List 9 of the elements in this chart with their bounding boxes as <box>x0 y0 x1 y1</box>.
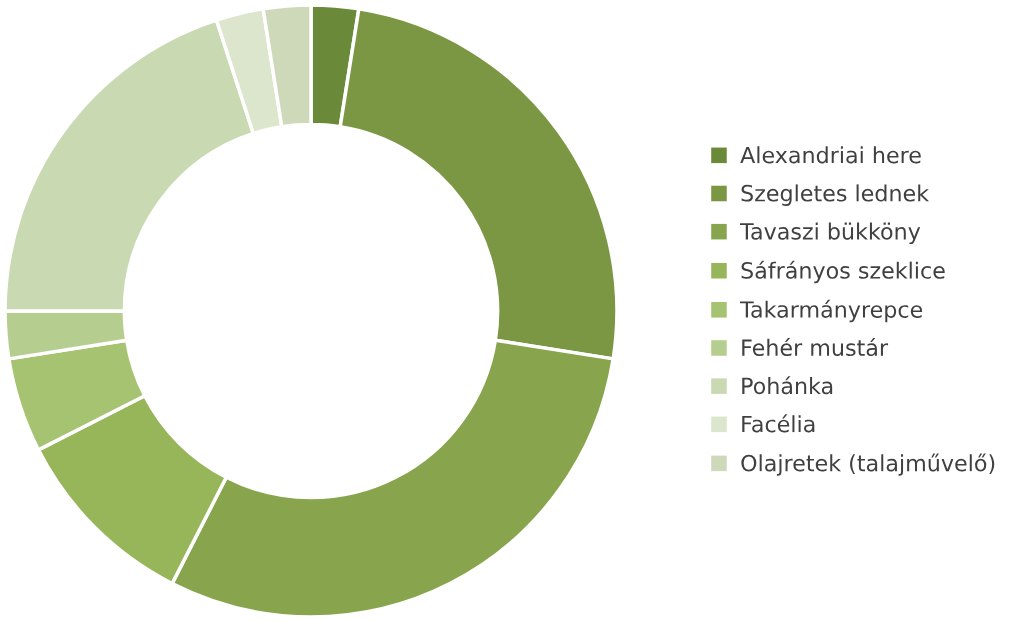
legend-label: Sáfrányos szeklice <box>741 260 945 284</box>
legend-label: Olajretek (talajművelő) <box>741 453 995 476</box>
legend-label: Tavaszi bükköny <box>740 222 921 245</box>
legend-label: Takarmányrepce <box>740 299 923 323</box>
legend-label: Facélia <box>742 414 815 433</box>
legend-label: Fehér mustár <box>742 337 889 357</box>
legend-label: Pohánka <box>742 376 833 395</box>
legend-label: Szegletes lednek <box>741 184 930 206</box>
legend-label: Alexandriai here <box>740 146 921 164</box>
